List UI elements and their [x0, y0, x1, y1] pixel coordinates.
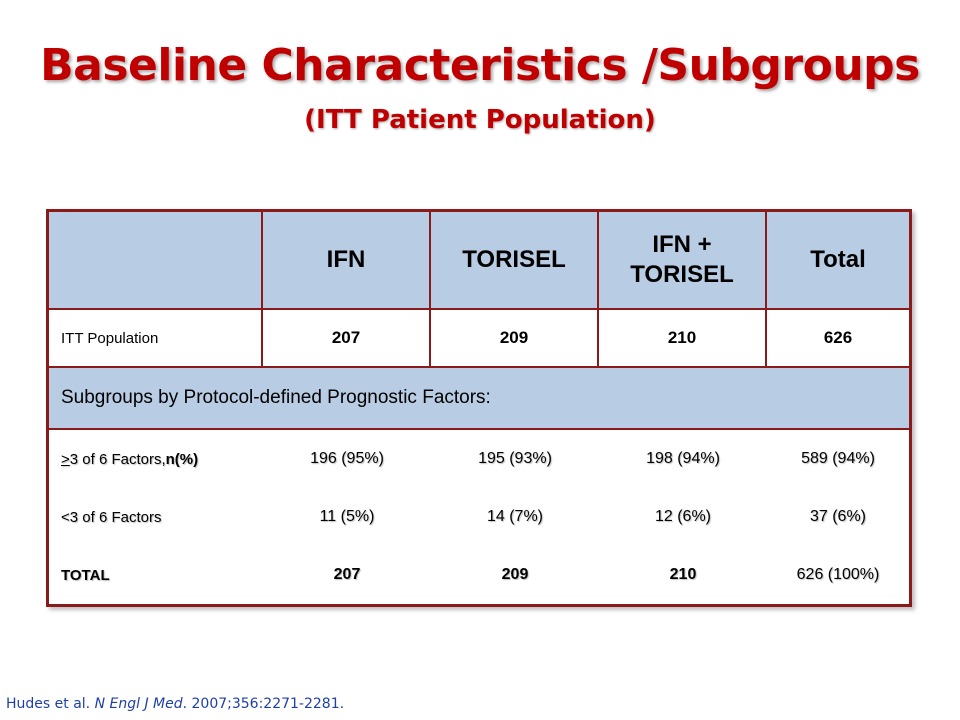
- citation-journal: N Engl J Med: [94, 696, 183, 712]
- row-label-suffix: n(%): [165, 450, 199, 468]
- row-label: >3 of 6 Factors, n(%): [49, 430, 263, 488]
- itt-label: ITT Population: [49, 310, 263, 366]
- itt-total: 626: [823, 328, 853, 347]
- header-cell-blank: [49, 212, 263, 308]
- citation-details: . 2007;356:2271-2281.: [182, 696, 345, 712]
- row-label-prefix: >: [61, 450, 70, 468]
- row-ifn-torisel: 12 (6%): [654, 508, 712, 525]
- row-label-main: 3 of 6 Factors,: [69, 450, 166, 468]
- itt-torisel: 209: [431, 310, 599, 366]
- row-ifn-torisel: 198 (94%): [646, 450, 720, 467]
- row-label: TOTAL: [49, 546, 263, 604]
- row-ifn: 11 (5%): [319, 508, 375, 525]
- row-label: <3 of 6 Factors: [49, 488, 263, 546]
- subgroup-heading: Subgroups by Protocol-defined Prognostic…: [61, 387, 491, 408]
- row-label-main: TOTAL: [61, 566, 110, 584]
- table-row: TOTAL 207 209 210 626 (100%): [49, 546, 909, 604]
- citation-authors: Hudes et al.: [6, 696, 95, 712]
- subgroup-heading-row: Subgroups by Protocol-defined Prognostic…: [49, 368, 909, 430]
- row-torisel: 195 (93%): [478, 450, 552, 467]
- row-ifn: 196 (95%): [310, 450, 384, 467]
- table-header-row: IFN TORISEL IFN + TORISEL Total: [49, 212, 909, 310]
- header-cell-ifn-torisel: IFN + TORISEL: [599, 212, 767, 308]
- header-cell-total: Total: [810, 246, 866, 273]
- row-total: 37 (6%): [809, 508, 867, 525]
- row-ifn: 207: [333, 566, 361, 583]
- citation-footnote: Hudes et al. N Engl J Med. 2007;356:2271…: [6, 696, 344, 712]
- table-row: <3 of 6 Factors 11 (5%) 14 (7%) 12 (6%) …: [49, 488, 909, 546]
- itt-row: ITT Population 207 209 210 626: [49, 310, 909, 368]
- row-torisel: 14 (7%): [486, 508, 544, 525]
- row-torisel: 209: [501, 566, 529, 583]
- slide-title: Baseline Characteristics /Subgroups: [40, 40, 920, 91]
- row-label-main: <3 of 6 Factors: [61, 508, 162, 526]
- itt-ifn: 207: [263, 310, 431, 366]
- row-total: 626 (100%): [796, 566, 880, 583]
- baseline-table: IFN TORISEL IFN + TORISEL Total ITT Popu…: [46, 209, 912, 607]
- slide-subtitle: (ITT Patient Population): [304, 105, 656, 135]
- row-total: 589 (94%): [801, 450, 875, 467]
- itt-ifn-torisel: 210: [599, 310, 767, 366]
- header-cell-torisel: TORISEL: [431, 212, 599, 308]
- table-row: >3 of 6 Factors, n(%) 196 (95%) 195 (93%…: [49, 430, 909, 488]
- row-ifn-torisel: 210: [669, 566, 697, 583]
- header-cell-ifn: IFN: [263, 212, 431, 308]
